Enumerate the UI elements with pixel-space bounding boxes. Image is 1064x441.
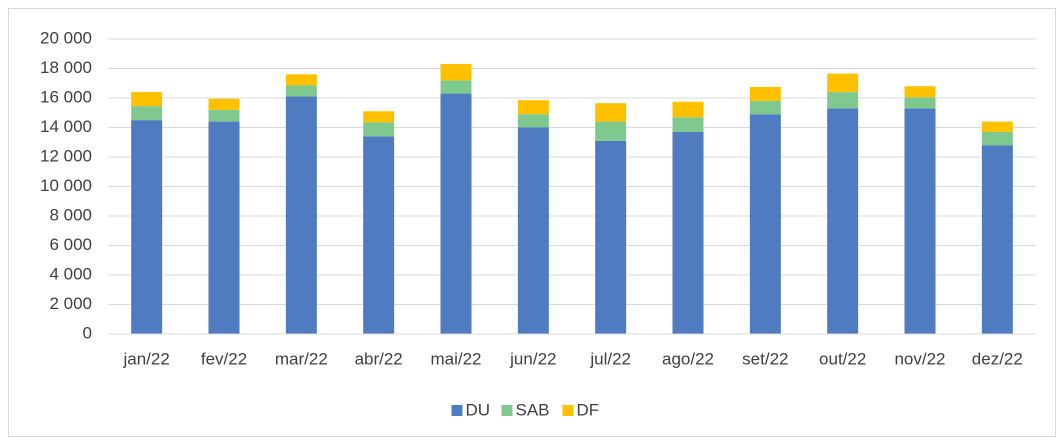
y-tick-label: 10 000 [40,176,92,195]
y-tick-label: 16 000 [40,87,92,106]
bar-segment [131,106,163,121]
y-tick-label: 6 000 [49,235,92,254]
bar-segment [595,103,627,122]
bar-segment [517,127,549,334]
y-tick-label: 18 000 [40,58,92,77]
x-tick-label: jun/22 [509,349,556,368]
bar-segment [595,140,627,334]
x-tick-label: jul/22 [589,349,631,368]
bar-segment [363,122,395,137]
bar-segment [749,114,781,334]
bar-segment [440,93,472,334]
legend-swatch [562,405,574,416]
bar-segment [904,108,936,334]
x-tick-label: dez/22 [972,349,1023,368]
y-tick-label: 14 000 [40,117,92,136]
x-tick-label: mar/22 [275,349,328,368]
x-tick-label: fev/22 [201,349,247,368]
y-tick-label: 12 000 [40,146,92,165]
bar-segment [749,100,781,115]
bar-segment [440,80,472,94]
bar-segment [208,98,240,110]
bar-segment [440,64,472,81]
bar-segment [131,92,163,107]
x-tick-label: set/22 [742,349,788,368]
bar-segment [131,120,163,334]
x-tick-label: out/22 [819,349,866,368]
bar-segment [981,121,1013,132]
bar-segment [285,85,317,97]
x-tick-label: ago/22 [662,349,714,368]
legend-label: SAB [516,400,550,419]
bar-segment [672,131,704,334]
y-tick-label: 20 000 [40,28,92,47]
bar-segment [827,92,859,109]
bar-segment [363,136,395,334]
legend-swatch [501,405,513,416]
y-tick-label: 0 [83,323,92,342]
legend-label: DU [466,400,491,419]
bar-segment [595,121,627,141]
bar-segment [285,96,317,335]
bar-segment [904,97,936,109]
x-tick-label: nov/22 [894,349,945,368]
y-tick-label: 8 000 [49,205,92,224]
bar-segment [285,74,317,86]
bar-segment [827,108,859,334]
bar-segment [749,86,781,101]
bar-segment [981,145,1013,334]
y-tick-label: 4 000 [49,264,92,283]
bar-segment [981,131,1013,146]
bar-segment [517,114,549,128]
bar-segment [672,101,704,118]
legend-swatch [451,405,463,416]
bar-segment [363,111,395,123]
bar-segment [672,117,704,132]
bar-segment [904,86,936,98]
bar-segment [827,73,859,93]
bar-segment [208,109,240,122]
x-tick-label: jan/22 [123,349,170,368]
x-tick-label: mai/22 [430,349,481,368]
x-tick-label: abr/22 [355,349,403,368]
y-tick-label: 2 000 [49,294,92,313]
bar-segment [517,100,549,115]
legend-label: DF [577,400,600,419]
bar-segment [208,121,240,334]
